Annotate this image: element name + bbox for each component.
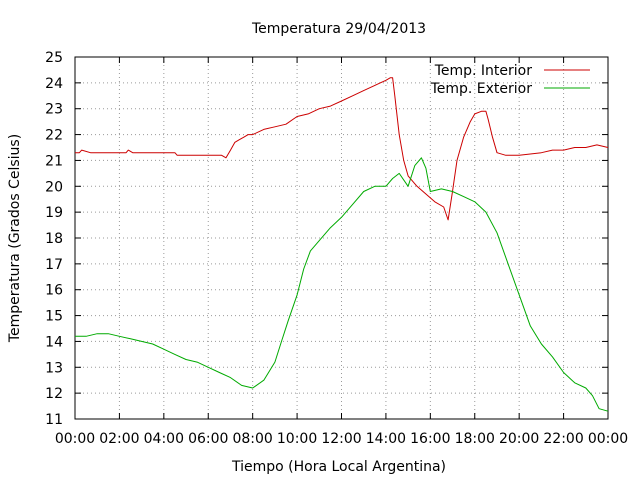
x-tick-label: 10:00 (277, 431, 317, 447)
x-tick-label: 20:00 (499, 431, 539, 447)
y-tick-label: 22 (45, 128, 63, 144)
legend-label: Temp. Interior (434, 63, 533, 79)
y-tick-label: 14 (45, 334, 63, 350)
x-tick-label: 02:00 (99, 431, 139, 447)
y-tick-label: 20 (45, 179, 63, 195)
y-tick-label: 12 (45, 386, 63, 402)
x-tick-label: 00:00 (55, 431, 95, 447)
y-tick-label: 18 (45, 231, 63, 247)
x-tick-label: 04:00 (144, 431, 184, 447)
y-tick-label: 16 (45, 283, 63, 299)
legend-label: Temp. Exterior (430, 81, 533, 97)
x-tick-label: 08:00 (232, 431, 272, 447)
x-tick-label: 14:00 (366, 431, 406, 447)
x-tick-label: 12:00 (321, 431, 361, 447)
y-tick-label: 25 (45, 50, 63, 66)
x-tick-label: 18:00 (455, 431, 495, 447)
x-tick-label: 06:00 (188, 431, 228, 447)
legend: Temp. Interior Temp. Exterior (430, 63, 590, 97)
y-tick-label: 19 (45, 205, 63, 221)
series-line-interior (75, 77, 609, 221)
y-tick-label: 13 (45, 360, 63, 376)
y-tick-label: 21 (45, 153, 63, 169)
y-tick-label: 23 (45, 102, 63, 118)
axes: 00:00 02:00 04:00 06:00 08:00 10:00 12:00 14:00… (45, 50, 628, 447)
chart-title: Temperatura 29/04/2013 (251, 21, 426, 37)
x-tick-label: 22:00 (543, 431, 583, 447)
x-tick-label: 00:00 (588, 431, 628, 447)
x-tick-label: 16:00 (410, 431, 450, 447)
grid (75, 57, 608, 419)
y-tick-label: 15 (45, 309, 63, 325)
y-tick-label: 17 (45, 257, 63, 273)
y-tick-label: 24 (45, 76, 63, 92)
x-axis-label: Tiempo (Hora Local Argentina) (231, 459, 446, 475)
y-axis-label: Temperatura (Grados Celsius) (7, 134, 23, 343)
series-line-exterior (75, 157, 609, 412)
y-tick-label: 11 (45, 412, 63, 428)
series-layer (75, 77, 609, 412)
